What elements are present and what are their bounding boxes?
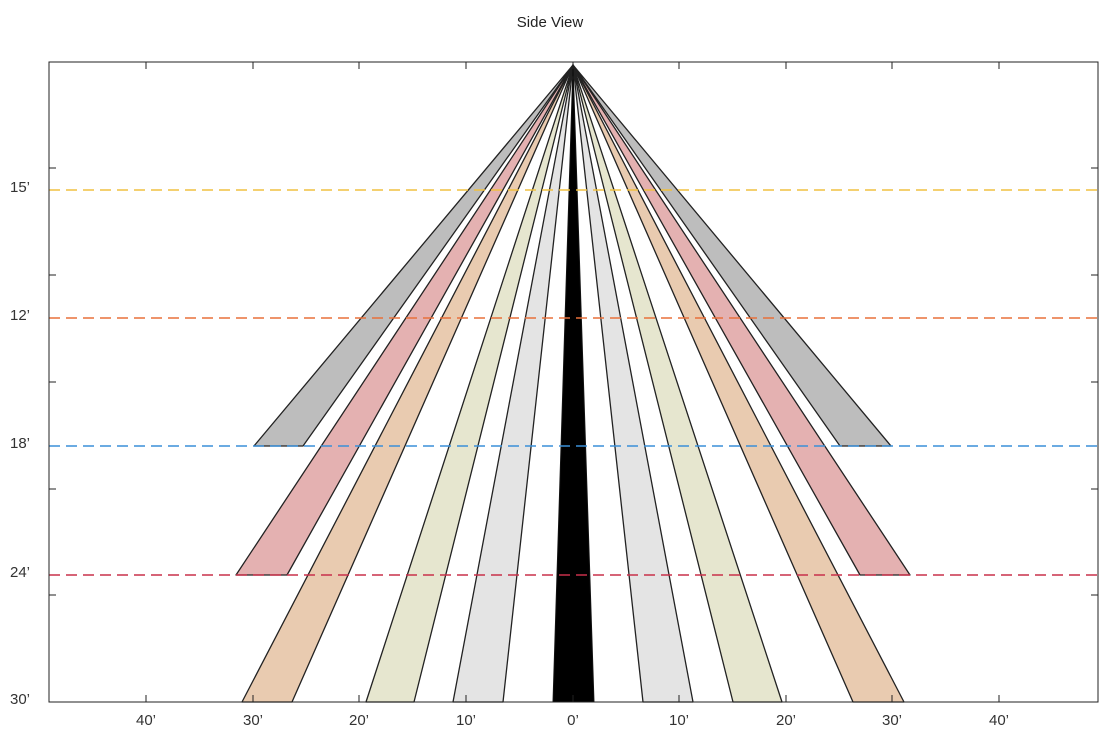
- x-tick-label-4: 0’: [567, 712, 579, 729]
- height-lines: [49, 189, 1098, 576]
- x-tick-label-5: 10’: [669, 712, 689, 729]
- beam-group: [235, 64, 911, 703]
- height-label-0: 15’: [10, 179, 30, 196]
- x-tick-label-0: 40’: [136, 712, 156, 729]
- beam-olive-left: [365, 64, 574, 703]
- x-tick-label-8: 40’: [989, 712, 1009, 729]
- height-label-4: 30’: [10, 691, 30, 708]
- height-label-2: 18’: [10, 435, 30, 452]
- x-tick-label-6: 20’: [776, 712, 796, 729]
- axis-labels: 40’ 30’ 20’ 10’ 0’ 10’ 20’ 30’ 40’ 15’ 12’ 18’ 24’ 30…: [10, 179, 1009, 729]
- x-tick-label-2: 20’: [349, 712, 369, 729]
- beam-olive-right: [572, 64, 783, 703]
- x-tick-label-1: 30’: [243, 712, 263, 729]
- height-label-1: 12’: [10, 307, 30, 324]
- x-tick-label-7: 30’: [882, 712, 902, 729]
- diagram-title: Side View: [516, 14, 584, 31]
- x-tick-label-3: 10’: [456, 712, 476, 729]
- height-label-3: 24’: [10, 564, 30, 581]
- axis-ticks: [49, 62, 1098, 702]
